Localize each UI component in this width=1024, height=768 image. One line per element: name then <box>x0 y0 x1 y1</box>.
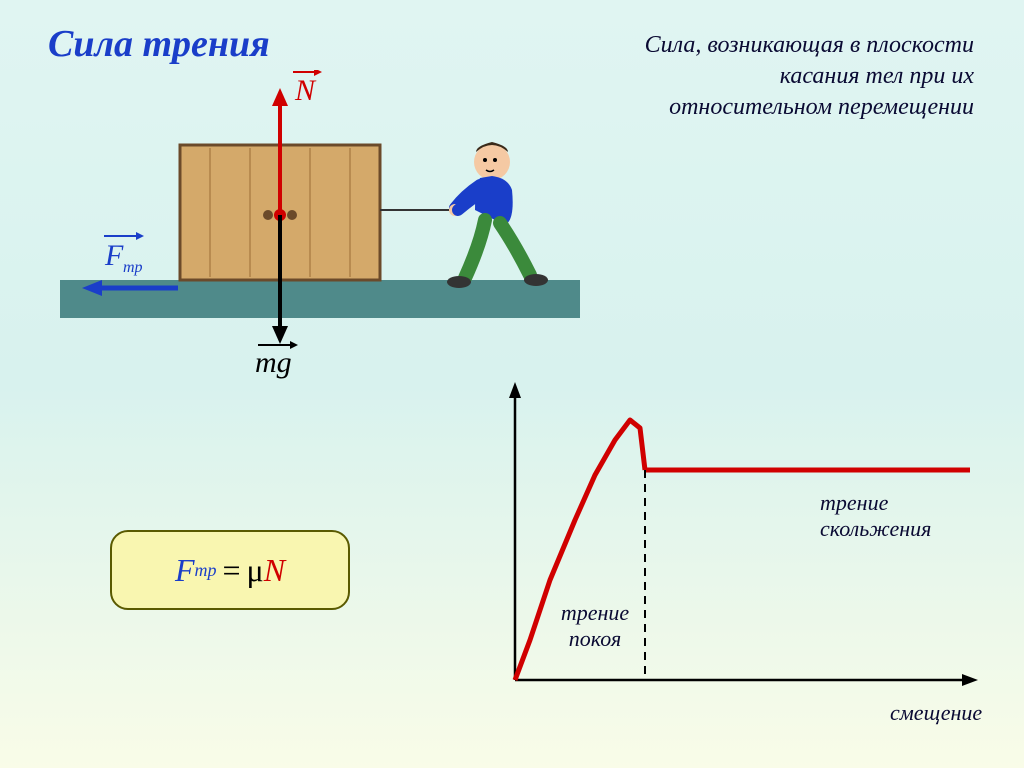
svg-text:тр: тр <box>123 259 143 276</box>
page-title: Сила трения <box>48 22 270 66</box>
formula-eq: = <box>217 552 247 589</box>
y-axis-arrow <box>509 382 521 398</box>
formula-N: N <box>264 552 285 589</box>
sliding-friction-label: трение скольжения <box>820 490 970 542</box>
rest-friction-label: трение покоя <box>550 600 640 652</box>
formula-F: F <box>175 552 195 589</box>
svg-text:F: F <box>104 239 124 272</box>
formula-mu: μ <box>247 552 264 589</box>
friction-chart: смещение трение покоя трение скольжения <box>470 380 990 740</box>
svg-text:mg: mg <box>255 346 292 379</box>
definition-text: Сила, возникающая в плоскости касания те… <box>634 30 974 124</box>
ftr-vector-label: F тр <box>104 232 144 276</box>
x-axis-label: смещение <box>890 700 982 726</box>
x-axis-arrow <box>962 674 978 686</box>
force-diagram: N mg F тр <box>60 70 580 380</box>
mg-vector-label: mg <box>255 341 298 379</box>
formula-sub: тр <box>195 560 217 581</box>
n-vector-label: N <box>293 70 322 107</box>
svg-text:N: N <box>294 74 317 107</box>
formula-box: Fтр = μN <box>110 530 350 610</box>
person-pulling <box>447 142 548 288</box>
